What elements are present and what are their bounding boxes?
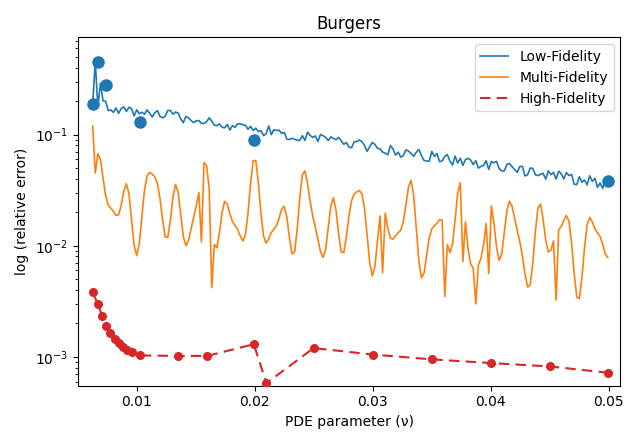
High-Fidelity [369,352,376,357]
Legend: Low-Fidelity, Multi-Fidelity, High-Fidelity: Low-Fidelity, Multi-Fidelity, High-Fidel… [475,44,614,111]
High-Fidelity [106,330,114,335]
Multi-Fidelity [109,209,117,214]
Y-axis label: log (relative error): log (relative error) [15,148,29,275]
Low-Fidelity [604,182,612,187]
High-Fidelity [119,345,127,350]
High-Fidelity [262,381,270,386]
Low-Fidelity [122,109,130,114]
Multi-Fidelity [120,189,127,194]
Multi-Fidelity [184,238,192,243]
High-Fidelity [174,353,182,359]
High-Fidelity [124,348,131,353]
High-Fidelity [136,353,144,358]
Line: Low-Fidelity: Low-Fidelity [93,62,608,188]
High-Fidelity [94,301,102,306]
Multi-Fidelity [563,213,570,218]
Low-Fidelity [112,105,120,111]
Multi-Fidelity [580,245,588,250]
Multi-Fidelity [604,255,612,260]
Multi-Fidelity [226,211,234,216]
High-Fidelity [128,349,136,355]
Line: High-Fidelity: High-Fidelity [93,293,608,383]
High-Fidelity [310,345,317,351]
High-Fidelity [98,313,106,318]
Line: Multi-Fidelity: Multi-Fidelity [93,126,608,304]
Title: Burgers: Burgers [317,15,381,33]
Low-Fidelity [92,59,99,65]
Low-Fidelity [228,123,236,128]
High-Fidelity [487,361,495,366]
High-Fidelity [204,353,211,359]
High-Fidelity [604,370,612,375]
Multi-Fidelity [89,123,97,128]
High-Fidelity [89,290,97,295]
Low-Fidelity [599,186,607,191]
Low-Fidelity [89,101,97,106]
High-Fidelity [546,364,554,369]
High-Fidelity [250,341,258,347]
Multi-Fidelity [472,301,479,306]
High-Fidelity [115,341,123,346]
High-Fidelity [428,357,435,362]
High-Fidelity [102,323,110,329]
High-Fidelity [111,336,118,341]
Low-Fidelity [580,178,588,183]
Low-Fidelity [188,118,195,123]
X-axis label: PDE parameter (ν): PDE parameter (ν) [285,415,413,429]
Low-Fidelity [563,170,570,175]
